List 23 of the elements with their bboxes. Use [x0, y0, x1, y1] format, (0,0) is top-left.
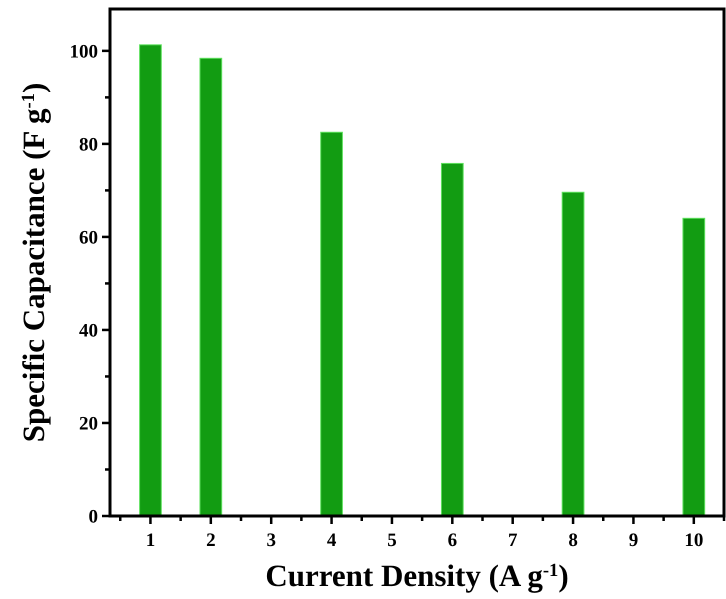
bar: [562, 192, 584, 516]
x-tick-label: 8: [568, 530, 578, 551]
y-tick-label: 60: [79, 228, 98, 249]
y-tick-label: 20: [79, 414, 98, 435]
x-tick-label: 2: [206, 530, 216, 551]
y-tick-label: 0: [88, 506, 98, 528]
y-tick-label: 40: [79, 320, 98, 342]
bar: [320, 132, 343, 516]
y-tick-label: 80: [79, 134, 98, 156]
x-tick-label: 3: [266, 530, 276, 551]
bar: [139, 44, 162, 516]
x-tick-label: 9: [628, 530, 638, 551]
x-tick-label: 7: [508, 530, 518, 551]
x-axis-title: Current Density (A g$^{-1}$): [265, 558, 569, 593]
y-tick-label: 100: [70, 42, 98, 63]
x-tick-label: 4: [326, 530, 337, 551]
x-tick-label: 10: [684, 530, 704, 551]
bar: [440, 162, 464, 516]
bar: [199, 58, 222, 516]
x-tick-label: 5: [387, 530, 397, 551]
x-tick-label: 1: [146, 530, 156, 551]
bar: [682, 218, 706, 516]
x-tick-label: 6: [448, 530, 458, 551]
